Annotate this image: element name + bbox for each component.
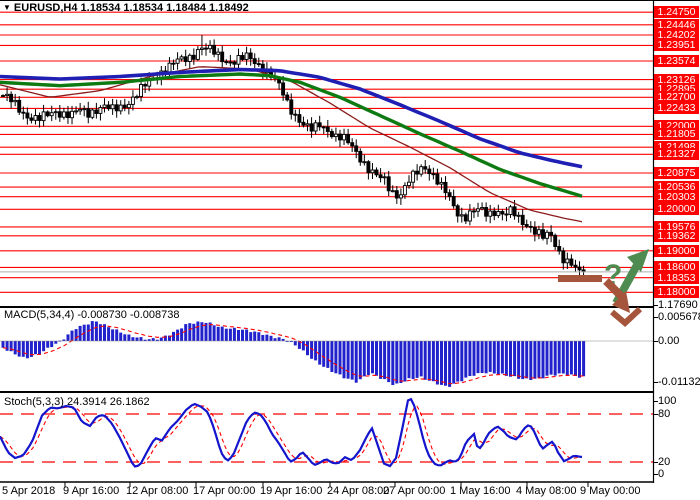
price-level-badge: 1.18353 bbox=[654, 272, 699, 284]
forecast-annotation[interactable]: ? bbox=[558, 249, 649, 328]
price-level-badge: 1.22700 bbox=[654, 91, 699, 103]
price-level-badge: 1.21805 bbox=[654, 128, 699, 140]
time-axis-label: 4 May 08:00 bbox=[516, 485, 577, 497]
price-level-badge: 1.20875 bbox=[654, 167, 699, 179]
macd-indicator-label: MACD(5,34,4) -0.008730 -0.008738 bbox=[4, 309, 180, 321]
stoch-indicator-label: Stoch(5,3,3) 24.3914 26.1862 bbox=[4, 396, 150, 408]
axis-label: -0.011327 bbox=[658, 376, 700, 388]
axis-label: 0.005678 bbox=[658, 311, 700, 323]
time-axis-label: 17 Apr 00:00 bbox=[193, 485, 256, 497]
symbol-ohlc-text: EURUSD,H4 1.18534 1.18534 1.18484 1.1849… bbox=[13, 2, 249, 14]
axis-label: 100 bbox=[658, 395, 677, 407]
time-axis-label: 24 Apr 08:00 bbox=[327, 485, 390, 497]
price-level-badge: 1.19000 bbox=[654, 245, 699, 257]
axis-label: 20 bbox=[658, 456, 671, 468]
axis-label: 0 bbox=[658, 468, 665, 480]
price-level-badge: 1.24202 bbox=[654, 29, 699, 41]
price-level-badge: 1.18000 bbox=[654, 286, 699, 298]
time-axis-label: 27 Apr 00:00 bbox=[383, 485, 446, 497]
price-level-badge: 1.20536 bbox=[654, 181, 699, 193]
price-level-badge: 1.19362 bbox=[654, 230, 699, 242]
time-axis-label: 9 Apr 16:00 bbox=[63, 485, 120, 497]
time-axis-label: 12 Apr 08:00 bbox=[126, 485, 189, 497]
chart-title: ▼ EURUSD,H4 1.18534 1.18534 1.18484 1.184… bbox=[3, 2, 249, 14]
time-axis-label: 5 Apr 2018 bbox=[2, 485, 56, 497]
axis-label: 1.17690 bbox=[658, 299, 698, 311]
dropdown-triangle-icon: ▼ bbox=[3, 3, 11, 12]
price-level-badge: 1.24446 bbox=[654, 19, 699, 31]
price-level-badge: 1.20303 bbox=[654, 191, 699, 203]
down-arrow-icon bbox=[558, 275, 643, 328]
axis-label: 0.00 bbox=[658, 335, 680, 347]
price-level-badge: 1.22433 bbox=[654, 102, 699, 114]
price-level-badge: 1.20000 bbox=[654, 203, 699, 215]
time-axis-label: 1 May 16:00 bbox=[450, 485, 511, 497]
price-level-badge: 1.24750 bbox=[654, 6, 699, 18]
price-level-badge: 1.23951 bbox=[654, 39, 699, 51]
time-axis-label: 19 Apr 16:00 bbox=[260, 485, 323, 497]
time-axis-label: 9 May 00:00 bbox=[580, 485, 641, 497]
price-level-badge: 1.23574 bbox=[654, 55, 699, 67]
axis-label: 80 bbox=[658, 408, 671, 420]
price-level-badge: 1.21327 bbox=[654, 148, 699, 160]
price-level-badge: 1.18600 bbox=[654, 261, 699, 273]
